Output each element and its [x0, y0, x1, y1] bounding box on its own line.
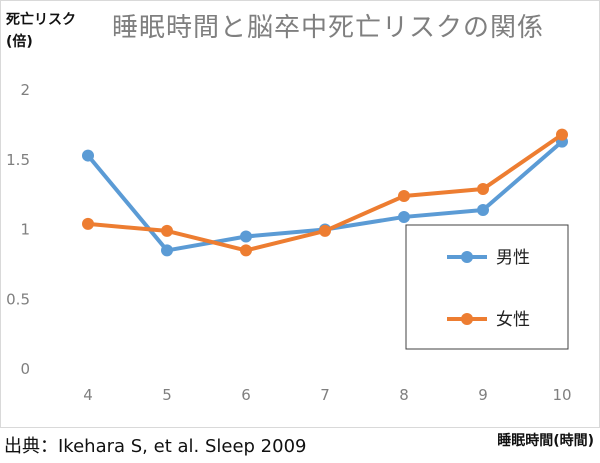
data-point	[477, 203, 489, 216]
y-tick-label: 0	[20, 360, 30, 378]
y-tick-label: 2	[20, 81, 30, 99]
data-point	[398, 210, 410, 223]
data-point	[82, 217, 94, 230]
x-tick-label: 10	[552, 386, 571, 404]
x-tick-label: 8	[399, 386, 409, 404]
x-axis-label: 睡眠時間(時間)	[497, 433, 594, 449]
legend-box	[405, 224, 569, 350]
legend-label: 男性	[496, 248, 530, 268]
x-tick-label: 4	[83, 386, 93, 404]
chart-title: 睡眠時間と脳卒中死亡リスクの関係	[112, 13, 545, 43]
x-tick-label: 6	[241, 386, 251, 404]
legend-label: 女性	[496, 310, 530, 330]
legend-swatch-marker	[461, 251, 473, 263]
y-axis-label: 死亡リスク	[6, 12, 76, 28]
y-tick-label: 0.5	[6, 290, 30, 308]
chart-frame	[0, 0, 600, 428]
data-point	[319, 224, 331, 237]
x-tick-label: 5	[162, 386, 172, 404]
legend-swatch-marker	[461, 313, 473, 325]
data-point	[161, 224, 173, 237]
x-tick-label: 7	[320, 386, 330, 404]
data-point	[556, 128, 568, 141]
data-point	[161, 244, 173, 257]
data-point	[82, 149, 94, 162]
data-point	[240, 244, 252, 257]
x-tick-label: 9	[478, 386, 488, 404]
data-point	[240, 230, 252, 243]
data-point	[477, 183, 489, 196]
y-axis-unit-label: (倍)	[6, 34, 33, 50]
y-tick-label: 1	[20, 221, 30, 239]
source-citation: 出典：Ikehara S, et al. Sleep 2009	[4, 436, 307, 457]
data-point	[398, 190, 410, 203]
y-tick-label: 1.5	[6, 151, 30, 169]
plot-area: 0 0.5 1 1.5 2 4 5 6 7 8 9 10	[6, 81, 571, 404]
